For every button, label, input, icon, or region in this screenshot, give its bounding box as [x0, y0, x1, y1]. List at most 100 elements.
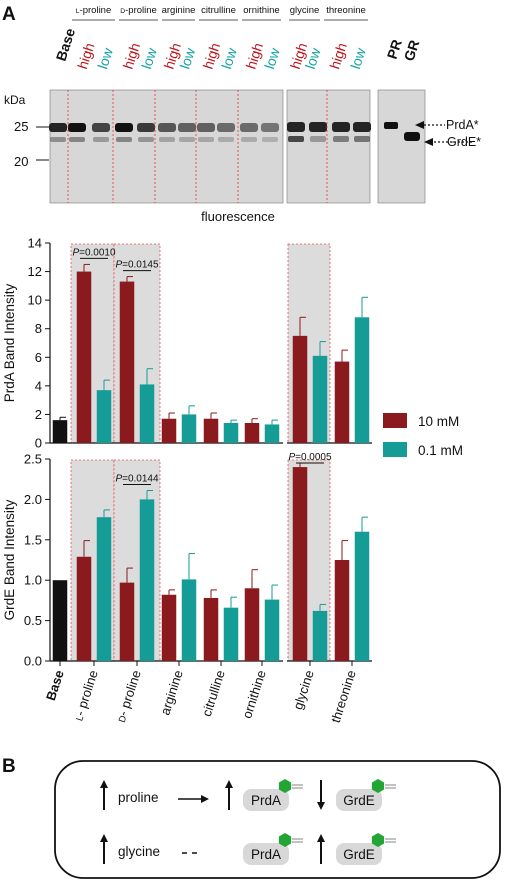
gel-lane-low: low: [261, 45, 283, 71]
y-tick-label: 0: [35, 436, 42, 451]
y-tick-label: 6: [35, 350, 42, 365]
gel-band-prda: [49, 123, 67, 132]
protein-body: [243, 843, 289, 865]
gel-band-grde: [69, 137, 85, 142]
fluorescent-tag-icon: [371, 779, 385, 793]
bar-10mm: [334, 361, 350, 443]
prda-up-arrow-head: [225, 780, 233, 788]
bar-10mm: [161, 418, 177, 443]
p-value-label: P=0.0145: [115, 260, 159, 271]
gel-band-grde: [93, 137, 109, 142]
gel-background: [49, 89, 284, 204]
gel-band-prda: [261, 123, 279, 132]
x-category-label: citrulline: [199, 668, 228, 718]
gel-band-prda: [158, 123, 176, 132]
p-value-label: P=0.0010: [72, 247, 116, 258]
grde-arrowhead: [424, 138, 433, 146]
bar-0-1mm: [312, 355, 328, 443]
x-category-label: Base: [43, 668, 67, 702]
protein-body: [243, 789, 289, 811]
protein-label: PrdA: [251, 793, 281, 808]
x-category-label: D- proline: [113, 668, 144, 724]
bar-0-1mm: [96, 390, 112, 443]
gel-band-prda: [137, 123, 155, 132]
gel-lane-pr: PR: [384, 37, 405, 60]
gel-aa-label: arginine: [162, 5, 196, 16]
y-tick-label: 8: [35, 321, 42, 336]
y-tick-label: 12: [28, 264, 42, 279]
bar-0-1mm: [181, 579, 197, 661]
scheme-box: [54, 760, 501, 879]
protein-label: GrdE: [343, 847, 375, 862]
marker-25: 25: [14, 119, 28, 134]
protein-label: GrdE: [343, 793, 375, 808]
y-tick-label: 2: [35, 407, 42, 422]
y-tick-label: 0.0: [24, 654, 42, 669]
bar-0-1mm: [181, 414, 197, 443]
protein-grde: GrdE: [336, 779, 396, 811]
protein-body: [336, 843, 382, 865]
panel-label-a: A: [2, 4, 16, 25]
gel-band-prda: [287, 122, 305, 132]
link-arrowhead: [201, 795, 209, 803]
x-category-label: glycine: [290, 668, 317, 711]
gel-band-grde: [179, 137, 195, 142]
grde-up-arrow-head: [317, 834, 325, 842]
gel-band-grde: [288, 136, 304, 142]
gel-band-prda: [332, 122, 350, 132]
bar-10mm: [292, 467, 308, 661]
gel-aa-label: citrulline: [201, 5, 236, 16]
gel-band-prda: [92, 123, 110, 132]
gel-band-grde: [262, 137, 278, 142]
p-value-label: P=0.0144: [115, 474, 159, 485]
gel-band-gr: [404, 132, 420, 141]
gel-band-grde: [116, 137, 132, 142]
bar-10mm: [161, 594, 177, 661]
gel-lane-high: high: [200, 41, 223, 71]
gel-lane-high: high: [161, 41, 184, 71]
gel-band-prda: [115, 123, 133, 132]
chart-0: 0 2 4 6 8 10 12 14 PrdA Band Intensity P=0.0010 P=…: [2, 236, 372, 451]
bar-0-1mm: [264, 599, 280, 661]
bar-base: [52, 580, 68, 661]
bar-0-1mm: [354, 317, 370, 443]
chart-1: 0.0 0.5 1.0 1.5 2.0 2.5 GrdE Band Intensity P=0…: [2, 452, 372, 669]
bar-10mm: [203, 418, 219, 443]
gel-band-pr: [384, 122, 398, 129]
bar-10mm: [292, 335, 308, 443]
x-category-label: threonine: [328, 668, 359, 724]
gel-lane-gr: GR: [401, 38, 423, 63]
protein-grde: GrdE: [336, 833, 396, 865]
gel-background: [377, 89, 426, 204]
bar-10mm: [119, 281, 135, 443]
fluorescent-tag-icon: [278, 833, 292, 847]
fluorescent-tag-icon: [371, 833, 385, 847]
gel-band-prda: [178, 123, 196, 132]
grde-label: GrdE*: [447, 135, 481, 149]
x-category-label: arginine: [157, 668, 186, 717]
y-tick-label: 10: [28, 293, 42, 308]
gel-band-prda: [240, 123, 258, 132]
gel-band-grde: [310, 136, 326, 142]
gel-band-grde: [50, 137, 66, 142]
bar-0-1mm: [312, 610, 328, 661]
bar-0-1mm: [223, 607, 239, 661]
gel-band-prda: [217, 123, 235, 132]
bar-10mm: [76, 556, 92, 661]
y-tick-label: 4: [35, 378, 42, 393]
legend-label: 10 mM: [418, 414, 459, 429]
prda-arrowhead: [415, 121, 424, 129]
gel-band-grde: [138, 137, 154, 142]
substrate-up-arrow-head: [100, 780, 108, 788]
gel-lane-low: low: [94, 45, 116, 71]
gel-aa-label: L-proline: [76, 5, 112, 16]
gel-aa-label: glycine: [290, 5, 320, 16]
protein-prda: PrdA: [243, 779, 303, 811]
gel-lane-low: low: [302, 45, 324, 71]
gel-lane-high: high: [243, 41, 266, 71]
gel-background: [286, 89, 371, 204]
gel-caption: fluorescence: [201, 209, 275, 224]
marker-20: 20: [14, 154, 28, 169]
gel-lane-high: high: [326, 41, 349, 71]
x-category-label: ornithine: [239, 668, 269, 720]
